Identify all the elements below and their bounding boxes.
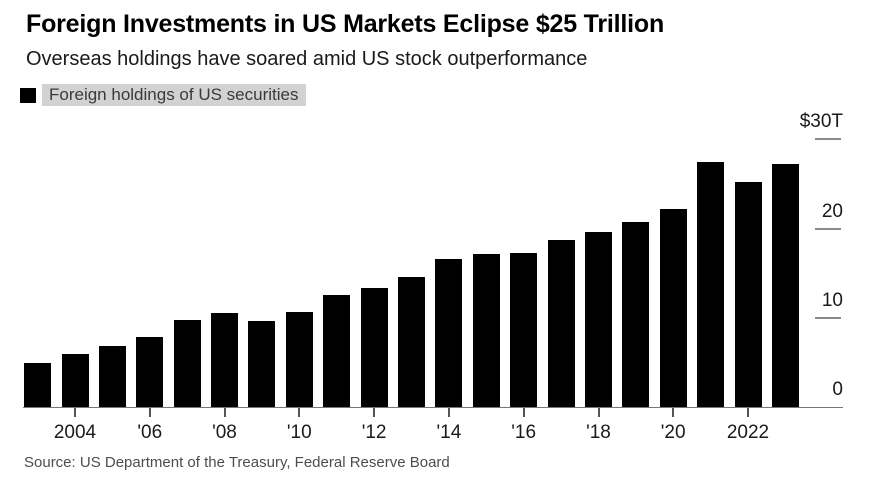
y-tick-label-30: $30T — [799, 111, 843, 133]
x-tick-label-2016: '16 — [511, 422, 537, 443]
x-tick-2020 — [672, 408, 675, 417]
x-tick-2018 — [597, 408, 600, 417]
bar-2019 — [622, 221, 650, 407]
x-axis-baseline — [23, 407, 843, 408]
x-tick-label-2022: 2022 — [726, 422, 770, 443]
y-tick-dash-20 — [815, 227, 841, 230]
x-tick-2008 — [223, 408, 226, 417]
x-tick-label-2010: '10 — [286, 422, 312, 443]
x-tick-2014 — [447, 408, 450, 417]
bar-2022 — [734, 182, 762, 407]
bar-2020 — [659, 209, 687, 407]
x-tick-label-2020: '20 — [660, 422, 686, 443]
y-tick-dash-30 — [815, 138, 841, 141]
x-tick-label-2006: '06 — [137, 422, 163, 443]
bar-2018 — [585, 232, 612, 407]
y-tick-dash-10 — [815, 316, 841, 319]
x-tick-label-2004: 2004 — [53, 422, 97, 443]
y-tick-label-20: 20 — [821, 200, 843, 222]
x-tick-2012 — [373, 408, 376, 417]
bar-2016 — [510, 252, 538, 407]
x-tick-label-2014: '14 — [436, 422, 462, 443]
x-tick-label-2008: '08 — [212, 422, 237, 443]
bar-2009 — [248, 320, 276, 407]
x-tick-label-2012: '12 — [361, 422, 387, 443]
legend: Foreign holdings of US securities — [20, 84, 307, 106]
bar-2012 — [360, 287, 388, 407]
bar-2023 — [771, 164, 799, 407]
bar-2013 — [398, 276, 425, 407]
x-tick-2010 — [298, 408, 301, 417]
x-tick-2004 — [74, 408, 76, 417]
bar-2006 — [136, 337, 164, 407]
legend-swatch-icon — [20, 87, 36, 103]
x-tick-label-2018: '18 — [586, 422, 611, 443]
x-tick-2006 — [148, 408, 151, 417]
bar-2014 — [435, 258, 463, 407]
bar-2007 — [173, 319, 201, 407]
y-tick-label-10: 10 — [821, 289, 843, 311]
chart-title: Foreign Investments in US Markets Eclips… — [26, 10, 665, 38]
chart-subtitle: Overseas holdings have soared amid US st… — [26, 48, 588, 70]
bar-2008 — [211, 313, 238, 407]
bar-2003 — [24, 363, 52, 407]
bar-2011 — [323, 294, 351, 407]
bar-2017 — [547, 240, 575, 407]
source-note: Source: US Department of the Treasury, F… — [24, 454, 450, 471]
bar-2004 — [61, 353, 89, 407]
legend-label: Foreign holdings of US securities — [42, 84, 307, 106]
y-tick-label-0: 0 — [832, 379, 843, 400]
x-tick-2022 — [747, 408, 749, 417]
bar-2010 — [285, 311, 313, 407]
bar-2021 — [697, 161, 725, 407]
bar-2005 — [98, 345, 126, 407]
x-tick-2016 — [522, 408, 525, 417]
bar-2015 — [472, 253, 500, 407]
